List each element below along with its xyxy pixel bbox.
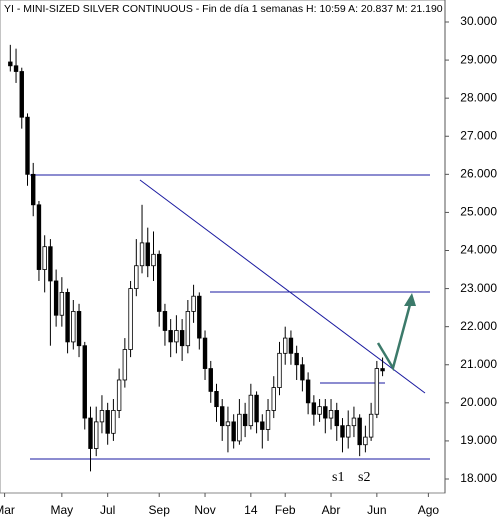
- candle-body: [111, 410, 116, 434]
- candle-body: [208, 368, 213, 392]
- candle-body: [311, 402, 317, 415]
- x-tick-label: May: [51, 503, 74, 517]
- x-tick-label: Ago: [418, 503, 440, 517]
- candle-body: [13, 65, 19, 72]
- candle-body: [31, 173, 36, 206]
- candle-body: [122, 349, 128, 381]
- x-tick-label: Feb: [275, 503, 296, 517]
- y-tick-label: 26.000: [460, 167, 497, 181]
- candle-body: [134, 265, 139, 289]
- y-tick-label: 24.000: [460, 243, 497, 257]
- candle-body: [53, 280, 59, 316]
- candle-body: [179, 330, 185, 347]
- candle-body: [288, 337, 294, 354]
- candle-body: [374, 368, 380, 415]
- candle-body: [368, 413, 374, 438]
- x-tick-label: Abr: [322, 503, 341, 517]
- y-tick-label: 23.000: [460, 281, 497, 295]
- chart-title: YI - MINI-SIZED SILVER CONTINUOUS - Fin …: [4, 3, 443, 15]
- candle-body: [248, 394, 254, 427]
- candle-body: [59, 291, 65, 316]
- candle-body: [48, 246, 53, 282]
- y-tick-label: 30.000: [460, 14, 497, 28]
- y-tick-label: 25.000: [460, 205, 497, 219]
- y-tick-label: 28.000: [460, 90, 497, 104]
- projection-arrow: [376, 296, 414, 372]
- candle-body: [139, 242, 145, 267]
- y-tick-label: 22.000: [460, 319, 497, 333]
- candle-body: [202, 337, 208, 369]
- candle-body: [65, 291, 70, 343]
- y-tick-label: 18.000: [460, 471, 497, 485]
- x-tick-label: Mar: [0, 503, 15, 517]
- y-tick-label: 20.000: [460, 395, 497, 409]
- candle-body: [340, 425, 345, 438]
- candle-body: [277, 352, 282, 388]
- candle-body: [363, 436, 368, 446]
- y-tick-label: 21.000: [460, 357, 497, 371]
- candle-body: [225, 421, 231, 427]
- candle-body: [151, 253, 156, 267]
- x-tick-label: Sep: [149, 503, 171, 517]
- candle-body: [168, 330, 173, 343]
- candle-body: [174, 330, 179, 343]
- x-tick-label: Jul: [100, 503, 115, 517]
- candle-body: [334, 410, 339, 427]
- annotation: s1: [332, 470, 344, 485]
- y-tick-label: 27.000: [460, 128, 497, 142]
- candle-body: [157, 253, 162, 312]
- x-tick-label: Nov: [194, 503, 215, 517]
- candle-body: [265, 410, 271, 430]
- arrow-head: [404, 293, 416, 306]
- candle-body: [254, 394, 259, 423]
- x-tick-label: 14: [244, 503, 258, 517]
- candle-body: [76, 311, 82, 347]
- candle-body: [25, 116, 30, 175]
- candle-body: [185, 311, 191, 347]
- trend-line: [139, 179, 426, 394]
- candle-body: [220, 406, 225, 427]
- candle-body: [145, 242, 150, 267]
- candle-body: [323, 406, 328, 419]
- candle-body: [214, 391, 219, 408]
- candle-body: [191, 295, 196, 312]
- candle-body: [197, 295, 202, 339]
- candle-body: [283, 337, 288, 354]
- candle-body: [346, 425, 351, 438]
- candle-body: [380, 368, 385, 372]
- annotation: s2: [358, 470, 370, 485]
- candle-body: [351, 417, 357, 427]
- candle-body: [305, 379, 311, 404]
- candle-body: [99, 410, 105, 423]
- candle-body: [128, 288, 133, 350]
- candle-body: [317, 406, 322, 415]
- candle-body: [94, 421, 99, 449]
- candle-body: [357, 417, 362, 446]
- candle-body: [231, 421, 236, 442]
- x-tick-label: Jun: [367, 503, 386, 517]
- candle-body: [116, 379, 122, 411]
- candle-body: [162, 311, 168, 331]
- candle-body: [294, 352, 299, 366]
- candle-body: [71, 311, 76, 343]
- candle-body: [237, 413, 242, 442]
- candle-body: [105, 410, 110, 434]
- candle-body: [242, 413, 248, 427]
- candle-body: [42, 246, 47, 270]
- candle-body: [36, 204, 42, 270]
- candle-body: [88, 417, 93, 449]
- y-tick-label: 19.000: [460, 433, 497, 447]
- candle-body: [328, 410, 334, 419]
- candle-body: [260, 421, 265, 430]
- y-tick-label: 29.000: [460, 52, 497, 66]
- candle-body: [19, 71, 24, 118]
- candle-body: [82, 345, 87, 419]
- candle-body: [8, 61, 13, 67]
- candle-body: [271, 387, 276, 411]
- candle-body: [300, 364, 305, 381]
